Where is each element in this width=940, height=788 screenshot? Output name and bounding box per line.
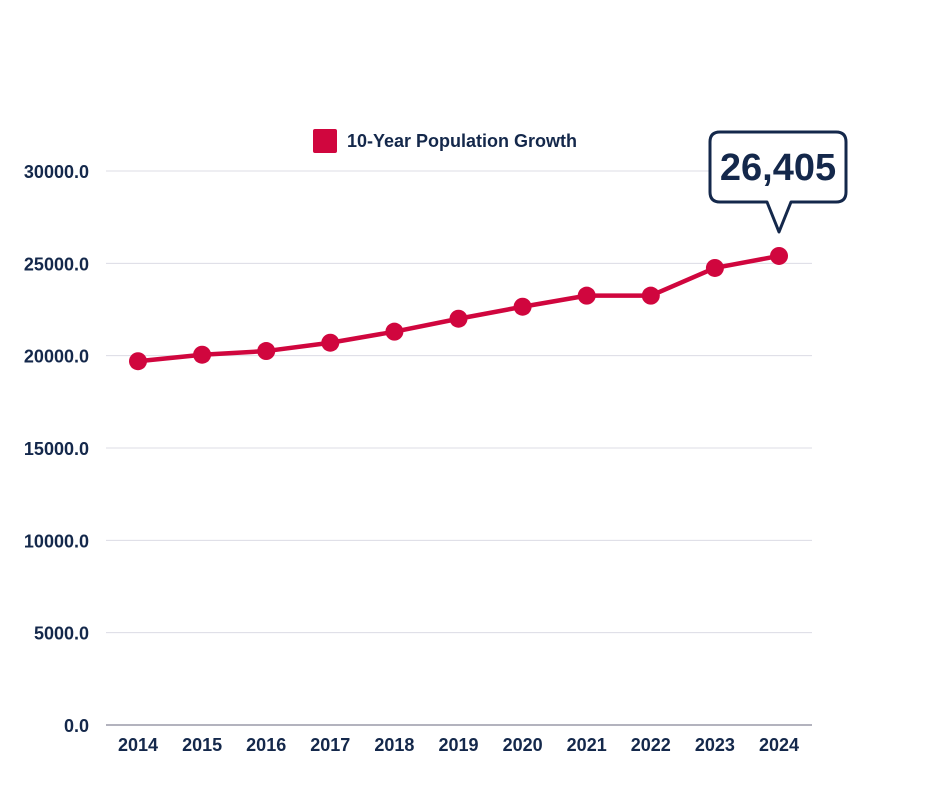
- y-tick-label: 15000.0: [24, 439, 89, 459]
- x-tick-label: 2019: [438, 735, 478, 755]
- y-tick-label: 25000.0: [24, 254, 89, 274]
- x-tick-label: 2021: [567, 735, 607, 755]
- x-tick-label: 2016: [246, 735, 286, 755]
- series-line: [135, 253, 782, 364]
- data-point: [129, 352, 147, 371]
- data-point: [641, 286, 660, 305]
- data-point: [321, 333, 340, 352]
- value-callout: 26,405: [708, 130, 848, 234]
- data-point: [193, 345, 212, 364]
- y-tick-label: 5000.0: [34, 624, 89, 644]
- y-tick-label: 10000.0: [24, 531, 89, 551]
- data-point: [705, 258, 724, 277]
- y-tick-label: 20000.0: [24, 347, 89, 367]
- data-point: [770, 246, 788, 265]
- series-line-layer: [135, 253, 782, 364]
- x-tick-label: 2014: [118, 735, 158, 755]
- legend-swatch: [313, 129, 337, 153]
- x-tick-label: 2015: [182, 735, 222, 755]
- x-tick-label: 2020: [503, 735, 543, 755]
- legend-label: 10-Year Population Growth: [347, 131, 577, 151]
- x-tick-label: 2017: [310, 735, 350, 755]
- y-tick-label: 30000.0: [24, 162, 89, 182]
- x-tick-label: 2022: [631, 735, 671, 755]
- axes: 0.0 5000.0 10000.0 15000.0 20000.0 25000.0 300…: [24, 162, 812, 755]
- data-point: [513, 297, 532, 316]
- data-points: [129, 246, 788, 371]
- data-point: [385, 322, 404, 341]
- x-tick-label: 2018: [374, 735, 414, 755]
- y-tick-label: 0.0: [64, 716, 89, 736]
- callout-bubble: [708, 130, 848, 234]
- data-point: [257, 342, 276, 361]
- gridlines: [106, 170, 812, 634]
- legend: 10-Year Population Growth: [313, 129, 577, 153]
- callout-value: 26,405: [720, 147, 836, 189]
- data-point: [577, 286, 596, 305]
- x-tick-label: 2024: [759, 735, 799, 755]
- data-point: [449, 309, 468, 328]
- x-tick-label: 2023: [695, 735, 735, 755]
